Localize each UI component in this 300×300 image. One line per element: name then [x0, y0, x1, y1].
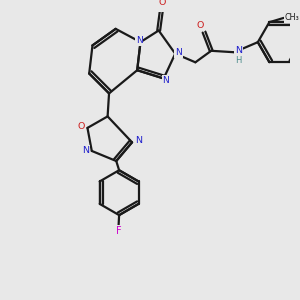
Text: O: O [158, 0, 166, 7]
Text: CH₃: CH₃ [284, 14, 299, 22]
Text: N: N [136, 36, 142, 45]
Text: H: H [235, 56, 242, 65]
Text: N: N [82, 146, 89, 155]
Text: O: O [197, 21, 204, 30]
Text: N: N [163, 76, 169, 85]
Text: F: F [116, 226, 122, 236]
Text: N: N [135, 136, 142, 146]
Text: O: O [77, 122, 85, 131]
Text: N: N [235, 46, 242, 55]
Text: N: N [175, 48, 182, 57]
